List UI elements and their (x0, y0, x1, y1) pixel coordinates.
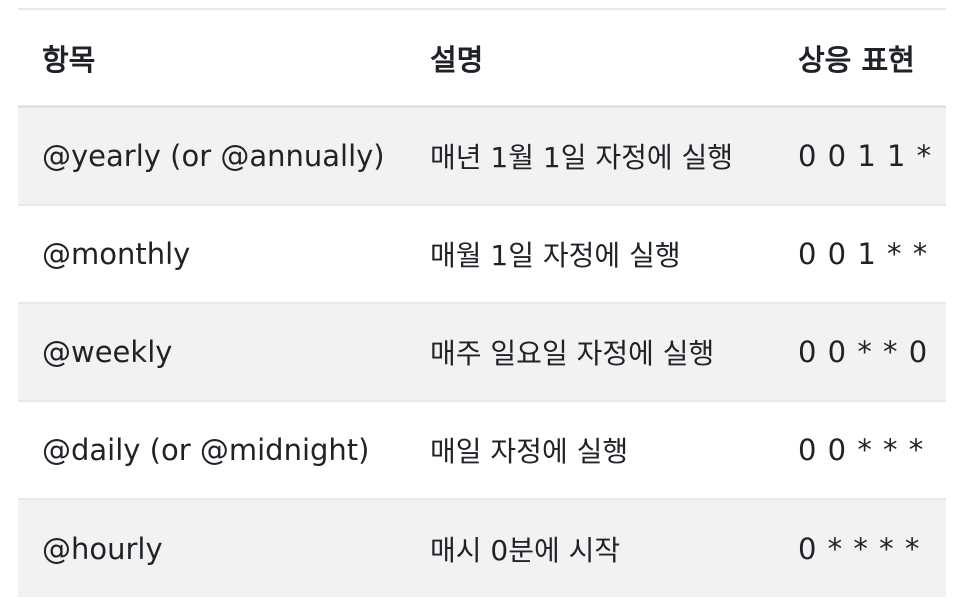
cell-description: 매월 1일 자정에 실행 (408, 205, 776, 304)
table-top-divider (18, 0, 946, 10)
cron-shortcuts-table-container: 항목 설명 상응 표현 @yearly (or @annually) 매년 1월… (18, 0, 946, 597)
cell-equivalent: 0 0 1 1 * (776, 106, 946, 206)
table-row-yearly: @yearly (or @annually) 매년 1월 1일 자정에 실행 0… (18, 106, 946, 206)
cell-equivalent: 0 0 * * * (776, 401, 946, 500)
table-row-hourly: @hourly 매시 0분에 시작 0 * * * * (18, 499, 946, 597)
cell-item: @monthly (18, 205, 408, 304)
cell-equivalent: 0 * * * * (776, 499, 946, 597)
cell-description: 매시 0분에 시작 (408, 499, 776, 597)
cell-description: 매주 일요일 자정에 실행 (408, 303, 776, 402)
cell-description: 매일 자정에 실행 (408, 401, 776, 500)
cell-equivalent: 0 0 * * 0 (776, 303, 946, 402)
table-row-weekly: @weekly 매주 일요일 자정에 실행 0 0 * * 0 (18, 303, 946, 402)
cell-description: 매년 1월 1일 자정에 실행 (408, 106, 776, 206)
column-header-item: 항목 (18, 10, 408, 108)
cell-item: @daily (or @midnight) (18, 401, 408, 500)
table-row-monthly: @monthly 매월 1일 자정에 실행 0 0 1 * * (18, 205, 946, 304)
table-header-row: 항목 설명 상응 표현 (18, 10, 946, 108)
column-header-description: 설명 (408, 10, 776, 108)
table-row-daily: @daily (or @midnight) 매일 자정에 실행 0 0 * * … (18, 401, 946, 500)
cell-equivalent: 0 0 1 * * (776, 205, 946, 304)
cell-item: @hourly (18, 499, 408, 597)
cron-shortcuts-table: 항목 설명 상응 표현 @yearly (or @annually) 매년 1월… (18, 10, 946, 597)
column-header-equivalent: 상응 표현 (776, 10, 946, 108)
cell-item: @weekly (18, 303, 408, 402)
cell-item: @yearly (or @annually) (18, 106, 408, 206)
